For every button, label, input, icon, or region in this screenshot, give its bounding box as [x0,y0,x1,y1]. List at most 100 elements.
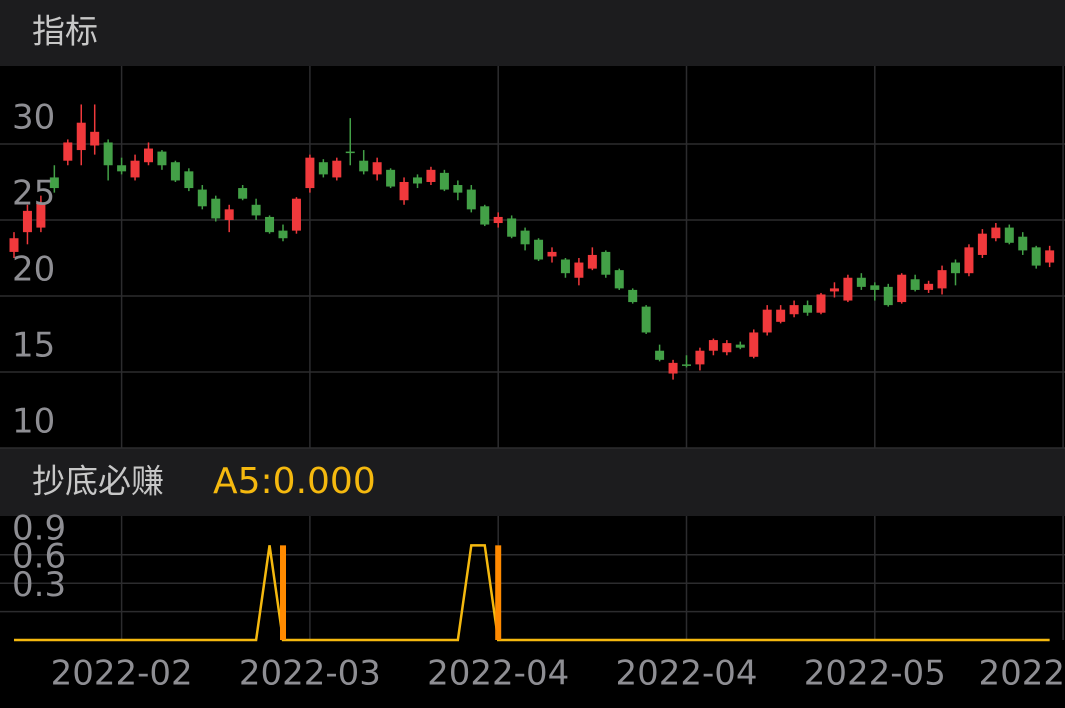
indicator-line [14,544,1050,642]
candle-body [493,216,503,224]
indicator-title[interactable]: 抄底必赚 [32,462,164,501]
candle-body [1031,247,1041,266]
candle-body [1018,236,1028,251]
candle-body [466,189,476,210]
candle-body [843,277,853,301]
candle-body [668,362,678,374]
candle-body [937,270,947,289]
candle-body [1045,250,1055,263]
candle-body [964,247,974,274]
candle-body [695,350,705,365]
y-tick-label: 15 [12,325,55,365]
candle-body [547,251,557,257]
candle-body [399,181,409,201]
candle-body [224,209,234,220]
indicator-header [0,0,1065,66]
candle-body [682,364,691,366]
candle-body [278,230,288,239]
y-tick-label: 0.3 [12,565,66,605]
candle-body [776,309,786,322]
signal-header [0,448,1065,516]
candle-body [614,270,624,289]
candle-body [130,160,140,178]
y-tick-label: 30 [12,97,55,137]
candle-body [453,185,463,193]
price-panel [0,66,1065,448]
candle-body [439,172,449,190]
candle-body [708,340,718,351]
candle-body [910,279,920,290]
candle-body [789,305,799,315]
candle-body [63,142,73,161]
candle-body [628,289,638,303]
candle-body [883,286,893,306]
candle-body [170,162,180,181]
labels: 2022-02 2022-03 2022-04 2022-04 2022-05 2022 1… [12,97,1065,693]
candle-body [251,204,261,216]
x-tick-label: 2022-02 [51,654,193,694]
candle-body [49,177,59,189]
y-tick-label: 25 [12,173,55,213]
x-tick-label: 2022-05 [804,654,946,694]
indicator-value: A5:0.000 [213,461,376,502]
candle-body [117,165,127,172]
candle-body [749,332,759,357]
candle-body [816,294,826,313]
candle-body [951,262,960,274]
candle-body [157,151,167,166]
candle-body [560,259,570,274]
candle-body [372,162,382,175]
candle-body [184,171,194,189]
candle-body [265,216,275,233]
candle-body [144,148,153,163]
candle-body [897,274,907,303]
candle-body [332,160,342,178]
candle-body [211,198,221,219]
x-tick-label: 2022-04 [615,654,757,694]
candle-body [22,210,32,233]
candle-body [641,306,651,333]
signal-bar [280,545,286,640]
y-tick-label: 0.6 [12,537,66,577]
candle-body [722,343,732,353]
candle-body [90,131,100,146]
x-tick-label: 2022 [978,654,1065,694]
candle-body [9,238,19,252]
candle-body [426,169,436,182]
candle-body [870,285,880,290]
candle-body [803,305,813,313]
y-tick-label: 10 [12,402,55,442]
candle-body [480,206,490,225]
grid [0,66,1065,640]
candle-body [574,262,584,278]
y-tick-label: 20 [12,249,55,289]
panel-title[interactable]: 指标 [32,12,98,51]
signal-bar [495,545,502,640]
candle-body [534,239,544,260]
y-tick-label: 0.9 [12,508,66,548]
x-tick-label: 2022-03 [239,654,381,694]
candle-body [762,309,772,333]
candle-body [345,151,355,154]
marks [9,104,1055,642]
candle-body [856,277,866,287]
candle-body [507,218,517,237]
candle-body [587,254,597,269]
candle-body [305,157,315,189]
candle-body [238,188,248,199]
candle-body [655,350,665,360]
x-tick-label: 2022-04 [427,654,569,694]
candle-body [36,203,46,228]
candle-body [977,233,987,255]
candle-body [924,283,934,290]
candle-body [76,122,86,151]
candle-body [735,344,745,348]
candle-body [991,227,1001,239]
candle-body [318,162,328,175]
candle-body [386,169,396,187]
candle-body [359,160,369,172]
candle-body [197,189,207,207]
candle-body [103,142,113,166]
candle-body [291,198,301,231]
